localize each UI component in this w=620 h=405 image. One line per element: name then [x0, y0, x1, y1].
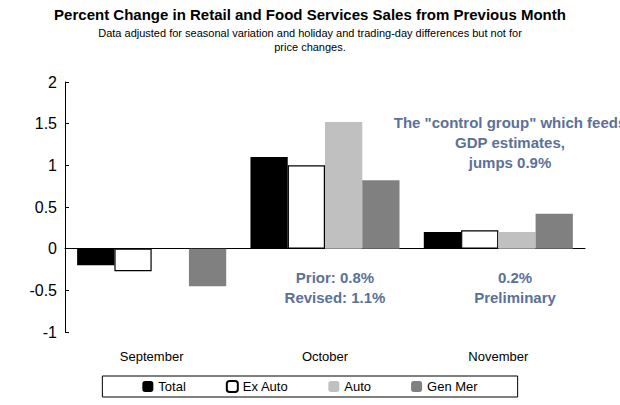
- svg-text:September: September: [120, 349, 184, 364]
- svg-text:Data adjusted for seasonal var: Data adjusted for seasonal variation and…: [98, 27, 522, 39]
- svg-text:Prior: 0.8%: Prior: 0.8%: [296, 269, 374, 286]
- svg-text:0.2%: 0.2%: [498, 269, 532, 286]
- svg-text:-0.5: -0.5: [29, 282, 57, 299]
- svg-text:Percent Change in Retail and F: Percent Change in Retail and Food Servic…: [54, 6, 566, 23]
- svg-text:1.5: 1.5: [35, 115, 57, 132]
- svg-text:jumps 0.9%: jumps 0.9%: [468, 154, 552, 171]
- svg-text:Revised: 1.1%: Revised: 1.1%: [285, 289, 386, 306]
- svg-text:0.5: 0.5: [35, 199, 57, 216]
- svg-text:0: 0: [48, 240, 57, 257]
- svg-text:2: 2: [48, 74, 57, 91]
- svg-text:GDP estimates,: GDP estimates,: [455, 134, 565, 151]
- svg-text:1: 1: [48, 157, 57, 174]
- svg-text:The "control group" which feed: The "control group" which feeds: [394, 114, 620, 131]
- svg-text:Gen Mer: Gen Mer: [427, 379, 478, 394]
- svg-text:Total: Total: [158, 379, 186, 394]
- svg-text:price changes.: price changes.: [274, 41, 346, 53]
- svg-text:Preliminary: Preliminary: [474, 289, 556, 306]
- svg-text:Auto: Auto: [344, 379, 371, 394]
- svg-text:November: November: [468, 349, 529, 364]
- svg-text:Ex Auto: Ex Auto: [243, 379, 288, 394]
- svg-text:October: October: [302, 349, 349, 364]
- svg-text:-1: -1: [43, 324, 57, 341]
